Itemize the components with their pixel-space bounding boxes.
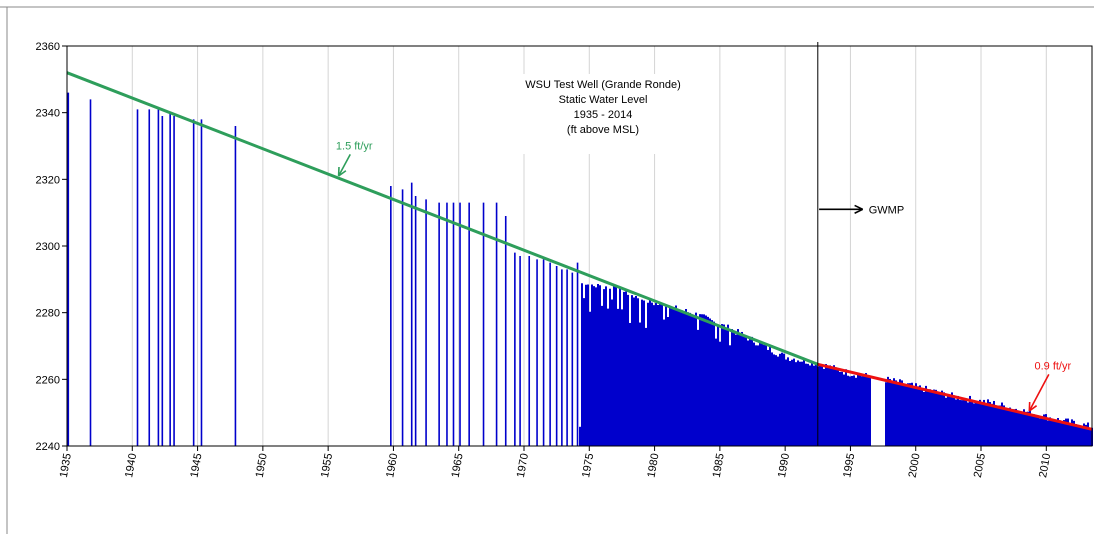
arrow-head	[337, 166, 347, 177]
x-tick-label: 1980	[645, 452, 661, 478]
annotation-label: 0.9 ft/yr	[1034, 360, 1071, 372]
chart-title: WSU Test Well (Grande Ronde) Static Wate…	[497, 74, 709, 154]
y-tick-label: 2280	[36, 308, 60, 320]
title-line-1: WSU Test Well (Grande Ronde)	[525, 79, 680, 91]
annotations: 1.5 ft/yr 0.9 ft/yr GWMP	[336, 140, 1072, 412]
arrow-head	[1028, 401, 1038, 412]
annotation-label: GWMP	[869, 204, 904, 216]
y-tick-label: 2300	[36, 241, 60, 253]
y-axis-ticks: 2240 2260 2280 2300 2320 2340 2360	[36, 41, 67, 453]
title-line-3: 1935 - 2014	[574, 109, 633, 121]
y-tick-label: 2360	[36, 41, 60, 53]
x-tick-label: 1960	[384, 452, 400, 478]
annotation-arrow	[337, 153, 351, 177]
y-tick-label: 2320	[36, 174, 60, 186]
x-tick-label: 1940	[123, 452, 139, 478]
title-line-4: (ft above MSL)	[567, 124, 639, 136]
x-tick-label: 1985	[711, 452, 727, 478]
arrow-head	[854, 204, 864, 214]
x-tick-label: 1950	[254, 452, 270, 478]
x-tick-label: 2000	[907, 452, 923, 478]
x-tick-label: 1935	[58, 452, 74, 478]
annotation-arrow	[1028, 373, 1050, 412]
y-tick-label: 2340	[36, 108, 60, 120]
x-tick-label: 1990	[776, 452, 792, 478]
y-tick-label: 2240	[36, 441, 60, 453]
y-tick-label: 2260	[36, 374, 60, 386]
trend-lines	[66, 71, 1093, 431]
x-tick-label: 1945	[188, 452, 204, 478]
annotation-label: 1.5 ft/yr	[336, 140, 373, 152]
x-tick-label: 1965	[450, 452, 466, 478]
title-line-2: Static Water Level	[559, 94, 648, 106]
x-tick-label: 1995	[841, 452, 857, 478]
x-tick-label: 1970	[515, 452, 531, 478]
trend-line	[817, 362, 1093, 431]
trend-line	[66, 71, 819, 366]
x-tick-label: 2010	[1037, 452, 1053, 478]
x-tick-label: 2005	[972, 452, 988, 478]
x-tick-label: 1975	[580, 452, 596, 478]
x-tick-label: 1955	[319, 452, 335, 478]
x-axis-ticks: 1935 1940 1945 1950 1955 1960 1965 1970 1975 1980…	[58, 446, 1053, 479]
